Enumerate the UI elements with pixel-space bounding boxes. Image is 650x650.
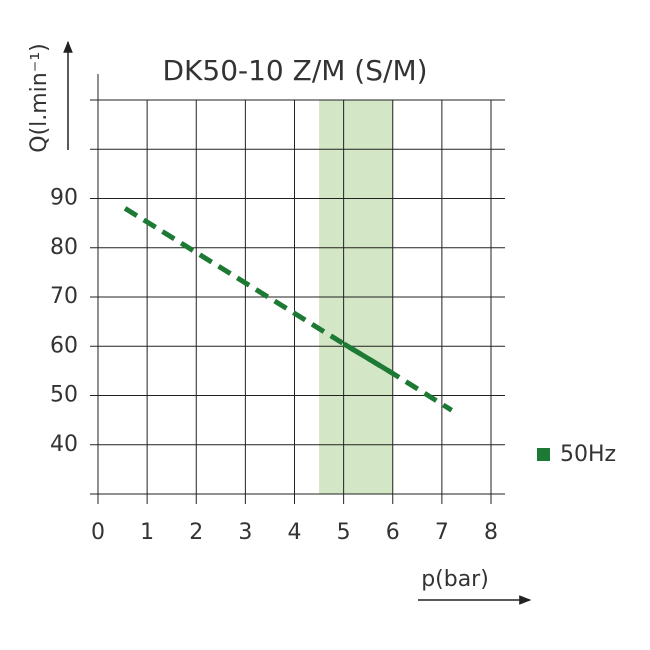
y-tick-label: 60 (50, 333, 78, 358)
x-tick-label: 0 (91, 520, 105, 545)
series-line-solid (342, 341, 395, 376)
x-tick-label: 5 (337, 520, 351, 545)
x-axis-label: p(bar) (421, 567, 489, 592)
x-tick-label: 7 (435, 520, 449, 545)
y-axis-label: Q(l.min⁻¹) (27, 43, 52, 153)
x-tick-label: 1 (140, 520, 154, 545)
chart-title: DK50-10 Z/M (S/M) (162, 54, 427, 87)
legend-label: 50Hz (560, 442, 616, 467)
y-tick-label: 50 (50, 383, 78, 408)
x-tick-label: 3 (238, 520, 252, 545)
y-tick-label: 70 (50, 284, 78, 309)
x-tick-label: 6 (386, 520, 400, 545)
legend-swatch (537, 448, 550, 461)
x-tick-label: 4 (288, 520, 302, 545)
x-tick-label: 8 (484, 520, 498, 545)
series-line-dashed (123, 206, 454, 413)
y-tick-label: 90 (50, 186, 78, 211)
y-tick-label: 40 (50, 432, 78, 457)
x-tick-label: 2 (189, 520, 203, 545)
y-tick-label: 80 (50, 235, 78, 260)
